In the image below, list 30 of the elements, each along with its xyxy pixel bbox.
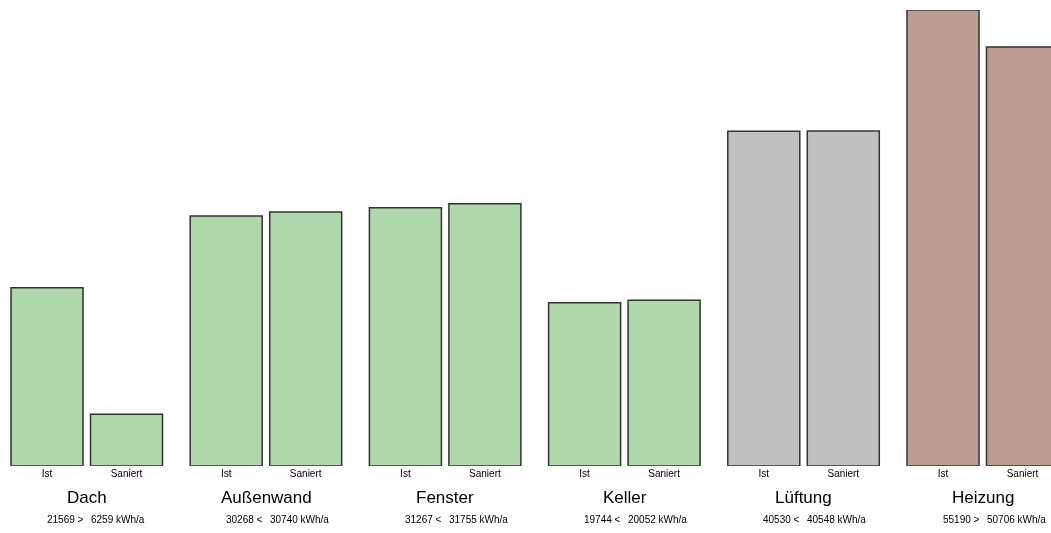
x-tick-label: Saniert xyxy=(827,468,860,479)
x-tick-label: Ist xyxy=(400,468,411,479)
x-tick-label: Ist xyxy=(220,468,232,479)
x-tick-label: Ist xyxy=(579,468,591,479)
data-label: 31755 kWh/a xyxy=(449,514,509,525)
data-label: 50706 kWh/a xyxy=(987,514,1047,525)
data-label: 6259 kWh/a xyxy=(91,514,145,525)
data-label: 30740 kWh/a xyxy=(270,514,330,525)
data-label: 55190 > xyxy=(943,514,980,525)
x-tick-label: Saniert xyxy=(469,468,501,479)
x-tick-label: Ist xyxy=(758,468,770,479)
data-label: 21569 > xyxy=(47,514,84,525)
x-tick-label: Saniert xyxy=(289,468,322,479)
text: Heizung xyxy=(952,488,1015,507)
data-label: 19744 < xyxy=(584,514,621,525)
text: Lüftung xyxy=(775,488,832,507)
text: Fenster xyxy=(416,488,474,507)
text: Außenwand xyxy=(221,488,312,507)
data-label: 40548 kWh/a xyxy=(807,514,867,525)
data-label: 30268 < xyxy=(226,514,263,525)
x-tick-label: Ist xyxy=(41,468,53,479)
x-tick-label: Saniert xyxy=(648,468,681,479)
data-label: 20052 kWh/a xyxy=(628,514,688,525)
data-label: 31267 < xyxy=(405,514,442,525)
data-label: 40530 < xyxy=(763,514,800,525)
text: Keller xyxy=(603,488,647,507)
x-tick-label: Saniert xyxy=(1006,468,1039,479)
text: Dach xyxy=(67,488,107,507)
x-tick-label: Ist xyxy=(937,468,949,479)
x-tick-label: Saniert xyxy=(110,468,143,479)
